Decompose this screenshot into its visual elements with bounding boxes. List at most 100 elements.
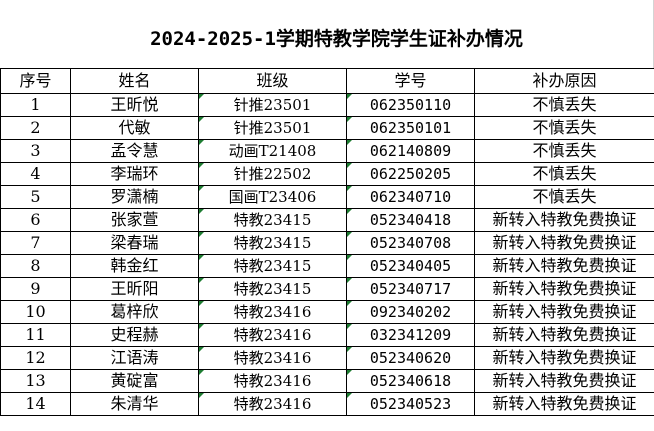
cell-id[interactable]: 052340708 bbox=[346, 231, 475, 255]
student-card-table: 序号 姓名 班级 学号 补办原因 1 王昕悦 针推23501 062350110 不慎丢… bbox=[0, 68, 654, 416]
cell-reason[interactable]: 新转入特教免费换证 bbox=[474, 346, 654, 370]
error-indicator-icon bbox=[199, 117, 204, 122]
cell-id[interactable]: 092340202 bbox=[346, 300, 475, 324]
cell-name[interactable]: 罗潇楠 bbox=[70, 185, 199, 209]
cell-name[interactable]: 代敏 bbox=[70, 116, 199, 140]
error-indicator-icon bbox=[347, 370, 352, 375]
cell-no[interactable]: 12 bbox=[0, 346, 71, 370]
cell-class[interactable]: 特教23415 bbox=[198, 208, 347, 232]
cell-id[interactable]: 032341209 bbox=[346, 323, 475, 347]
cell-class[interactable]: 动画T21408 bbox=[198, 139, 347, 163]
cell-no[interactable]: 3 bbox=[0, 139, 71, 163]
cell-reason[interactable]: 新转入特教免费换证 bbox=[474, 208, 654, 232]
cell-no[interactable]: 14 bbox=[0, 392, 71, 416]
cell-class[interactable]: 特教23416 bbox=[198, 323, 347, 347]
cell-reason[interactable]: 不慎丢失 bbox=[474, 139, 654, 163]
cell-class[interactable]: 针推23501 bbox=[198, 116, 347, 140]
cell-name[interactable]: 王昕悦 bbox=[70, 93, 199, 117]
cell-name-text: 罗潇楠 bbox=[110, 187, 159, 206]
cell-id[interactable]: 062350110 bbox=[346, 93, 475, 117]
cell-class-text: 国画T23406 bbox=[228, 188, 317, 206]
cell-reason[interactable]: 新转入特教免费换证 bbox=[474, 254, 654, 278]
cell-no[interactable]: 2 bbox=[0, 116, 71, 140]
cell-id[interactable]: 052340717 bbox=[346, 277, 475, 301]
header-cell-no[interactable]: 序号 bbox=[0, 68, 71, 94]
cell-name[interactable]: 葛梓欣 bbox=[70, 300, 199, 324]
cell-name[interactable]: 史程赫 bbox=[70, 323, 199, 347]
cell-id[interactable]: 052340523 bbox=[346, 392, 475, 416]
error-indicator-icon bbox=[347, 186, 352, 191]
error-indicator-icon bbox=[199, 393, 204, 398]
cell-id-text: 062350110 bbox=[369, 96, 452, 114]
table-row: 11 史程赫 特教23416 032341209 新转入特教免费换证 bbox=[0, 323, 654, 347]
header-cell-reason[interactable]: 补办原因 bbox=[474, 68, 654, 94]
header-cell-name[interactable]: 姓名 bbox=[70, 68, 199, 94]
cell-no[interactable]: 9 bbox=[0, 277, 71, 301]
header-cell-class[interactable]: 班级 bbox=[198, 68, 347, 94]
header-cell-id[interactable]: 学号 bbox=[346, 68, 475, 94]
cell-id-text: 062250205 bbox=[369, 165, 452, 183]
cell-name[interactable]: 梁春瑞 bbox=[70, 231, 199, 255]
cell-reason[interactable]: 不慎丢失 bbox=[474, 93, 654, 117]
cell-reason[interactable]: 新转入特教免费换证 bbox=[474, 231, 654, 255]
cell-name[interactable]: 孟令慧 bbox=[70, 139, 199, 163]
cell-name[interactable]: 韩金红 bbox=[70, 254, 199, 278]
cell-class[interactable]: 针推22502 bbox=[198, 162, 347, 186]
cell-reason[interactable]: 不慎丢失 bbox=[474, 185, 654, 209]
cell-no[interactable]: 6 bbox=[0, 208, 71, 232]
cell-class[interactable]: 特教23416 bbox=[198, 300, 347, 324]
cell-id[interactable]: 062140809 bbox=[346, 139, 475, 163]
error-indicator-icon bbox=[347, 209, 352, 214]
cell-name[interactable]: 张家萱 bbox=[70, 208, 199, 232]
cell-reason[interactable]: 新转入特教免费换证 bbox=[474, 369, 654, 393]
cell-reason[interactable]: 不慎丢失 bbox=[474, 162, 654, 186]
cell-class[interactable]: 国画T23406 bbox=[198, 185, 347, 209]
cell-reason[interactable]: 新转入特教免费换证 bbox=[474, 277, 654, 301]
cell-no[interactable]: 11 bbox=[0, 323, 71, 347]
cell-reason-text: 新转入特教免费换证 bbox=[492, 256, 637, 275]
cell-name[interactable]: 王昕阳 bbox=[70, 277, 199, 301]
cell-no[interactable]: 10 bbox=[0, 300, 71, 324]
cell-reason[interactable]: 不慎丢失 bbox=[474, 116, 654, 140]
cell-class[interactable]: 特教23415 bbox=[198, 231, 347, 255]
cell-name-text: 黄碇富 bbox=[110, 371, 159, 390]
cell-id[interactable]: 052340418 bbox=[346, 208, 475, 232]
cell-class-text: 特教23415 bbox=[233, 211, 312, 229]
cell-id[interactable]: 052340620 bbox=[346, 346, 475, 370]
title-cell[interactable]: 2024-2025-1学期特教学院学生证补办情况 bbox=[0, 0, 654, 68]
cell-no[interactable]: 1 bbox=[0, 93, 71, 117]
error-indicator-icon bbox=[199, 163, 204, 168]
cell-no-text: 3 bbox=[30, 141, 41, 160]
cell-id[interactable]: 062250205 bbox=[346, 162, 475, 186]
cell-class[interactable]: 特教23415 bbox=[198, 254, 347, 278]
cell-reason[interactable]: 新转入特教免费换证 bbox=[474, 300, 654, 324]
cell-id[interactable]: 062350101 bbox=[346, 116, 475, 140]
header-row: 序号 姓名 班级 学号 补办原因 bbox=[0, 68, 654, 94]
error-indicator-icon bbox=[347, 255, 352, 260]
cell-name[interactable]: 黄碇富 bbox=[70, 369, 199, 393]
cell-name[interactable]: 江语涛 bbox=[70, 346, 199, 370]
cell-class[interactable]: 特教23416 bbox=[198, 369, 347, 393]
cell-id[interactable]: 062340710 bbox=[346, 185, 475, 209]
cell-reason-text: 不慎丢失 bbox=[532, 187, 597, 206]
cell-no[interactable]: 7 bbox=[0, 231, 71, 255]
cell-id[interactable]: 052340618 bbox=[346, 369, 475, 393]
cell-name[interactable]: 李瑞环 bbox=[70, 162, 199, 186]
cell-no[interactable]: 5 bbox=[0, 185, 71, 209]
cell-no[interactable]: 13 bbox=[0, 369, 71, 393]
cell-no[interactable]: 4 bbox=[0, 162, 71, 186]
cell-class[interactable]: 特教23416 bbox=[198, 392, 347, 416]
cell-id-text: 062340710 bbox=[369, 188, 452, 206]
cell-name[interactable]: 朱清华 bbox=[70, 392, 199, 416]
cell-class[interactable]: 特教23416 bbox=[198, 346, 347, 370]
cell-id[interactable]: 052340405 bbox=[346, 254, 475, 278]
cell-class[interactable]: 特教23415 bbox=[198, 277, 347, 301]
cell-reason[interactable]: 新转入特教免费换证 bbox=[474, 323, 654, 347]
cell-no[interactable]: 8 bbox=[0, 254, 71, 278]
error-indicator-icon bbox=[347, 347, 352, 352]
cell-class[interactable]: 针推23501 bbox=[198, 93, 347, 117]
cell-name-text: 朱清华 bbox=[110, 394, 159, 413]
cell-reason[interactable]: 新转入特教免费换证 bbox=[474, 392, 654, 416]
cell-no-text: 8 bbox=[30, 256, 41, 275]
cell-id-text: 092340202 bbox=[369, 303, 452, 321]
